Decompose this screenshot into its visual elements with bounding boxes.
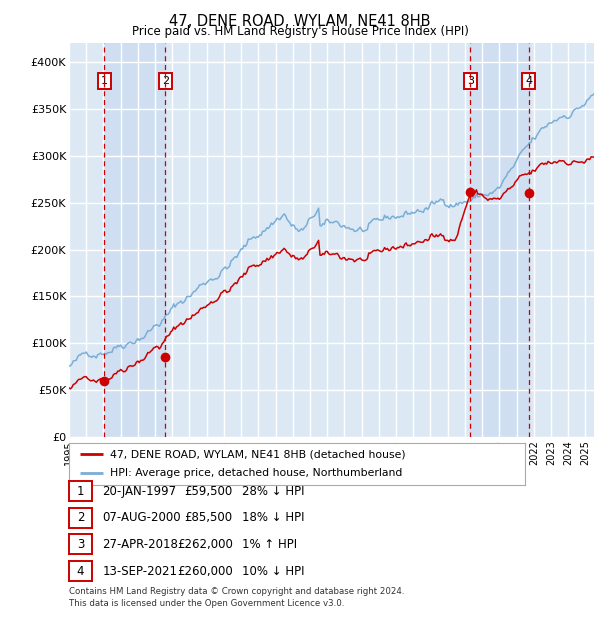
Text: 07-AUG-2000: 07-AUG-2000 [103,512,181,524]
Text: Price paid vs. HM Land Registry's House Price Index (HPI): Price paid vs. HM Land Registry's House … [131,25,469,38]
Bar [104,43,166,437]
Text: 47, DENE ROAD, WYLAM, NE41 8HB (detached house): 47, DENE ROAD, WYLAM, NE41 8HB (detached… [110,449,406,459]
Text: HPI: Average price, detached house, Northumberland: HPI: Average price, detached house, Nort… [110,469,403,479]
Text: 2: 2 [162,76,169,86]
Text: 4: 4 [77,565,84,577]
Text: 13-SEP-2021: 13-SEP-2021 [103,565,178,577]
Text: 47, DENE ROAD, WYLAM, NE41 8HB: 47, DENE ROAD, WYLAM, NE41 8HB [169,14,431,29]
Text: £262,000: £262,000 [177,538,233,551]
Text: 3: 3 [467,76,474,86]
Text: This data is licensed under the Open Government Licence v3.0.: This data is licensed under the Open Gov… [69,598,344,608]
Text: 10% ↓ HPI: 10% ↓ HPI [242,565,304,577]
Text: 1: 1 [101,76,108,86]
Text: 27-APR-2018: 27-APR-2018 [103,538,178,551]
Text: 4: 4 [525,76,532,86]
Text: 18% ↓ HPI: 18% ↓ HPI [242,512,304,524]
Text: £85,500: £85,500 [185,512,233,524]
Text: 1: 1 [77,485,84,497]
Bar [470,43,529,437]
Text: 1% ↑ HPI: 1% ↑ HPI [242,538,297,551]
Text: 2: 2 [77,512,84,524]
Text: 28% ↓ HPI: 28% ↓ HPI [242,485,304,497]
Text: 20-JAN-1997: 20-JAN-1997 [103,485,177,497]
Text: Contains HM Land Registry data © Crown copyright and database right 2024.: Contains HM Land Registry data © Crown c… [69,587,404,596]
Text: 3: 3 [77,538,84,551]
Text: £260,000: £260,000 [177,565,233,577]
Text: £59,500: £59,500 [185,485,233,497]
